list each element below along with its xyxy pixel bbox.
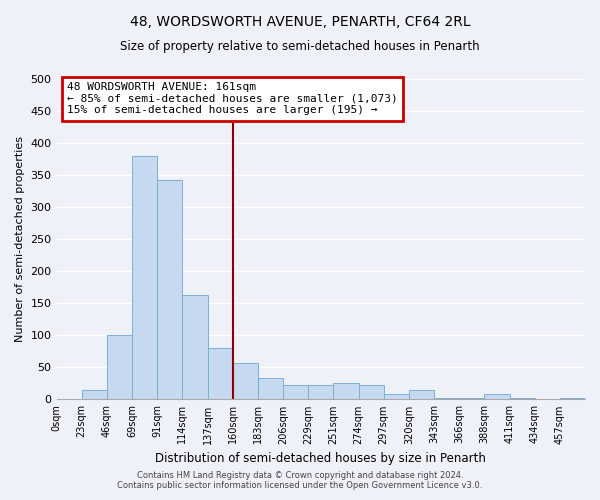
Bar — [233, 363, 258, 400]
Bar — [560, 398, 585, 400]
Text: 48 WORDSWORTH AVENUE: 161sqm
← 85% of semi-detached houses are smaller (1,073)
1: 48 WORDSWORTH AVENUE: 161sqm ← 85% of se… — [67, 82, 398, 116]
X-axis label: Distribution of semi-detached houses by size in Penarth: Distribution of semi-detached houses by … — [155, 452, 486, 465]
Bar — [132, 156, 157, 400]
Bar — [107, 336, 132, 400]
Bar — [208, 348, 233, 400]
Bar — [308, 386, 334, 400]
Bar — [459, 398, 484, 400]
Bar — [484, 394, 509, 400]
Bar — [283, 384, 308, 400]
Bar — [258, 378, 283, 400]
Bar — [82, 390, 107, 400]
Bar — [434, 398, 459, 400]
Bar — [359, 386, 383, 400]
Bar — [409, 390, 434, 400]
Bar — [157, 180, 182, 400]
Text: Size of property relative to semi-detached houses in Penarth: Size of property relative to semi-detach… — [120, 40, 480, 53]
Text: Contains HM Land Registry data © Crown copyright and database right 2024.
Contai: Contains HM Land Registry data © Crown c… — [118, 470, 482, 490]
Text: 48, WORDSWORTH AVENUE, PENARTH, CF64 2RL: 48, WORDSWORTH AVENUE, PENARTH, CF64 2RL — [130, 15, 470, 29]
Bar — [383, 394, 409, 400]
Bar — [182, 295, 208, 400]
Y-axis label: Number of semi-detached properties: Number of semi-detached properties — [15, 136, 25, 342]
Bar — [509, 398, 535, 400]
Bar — [334, 384, 359, 400]
